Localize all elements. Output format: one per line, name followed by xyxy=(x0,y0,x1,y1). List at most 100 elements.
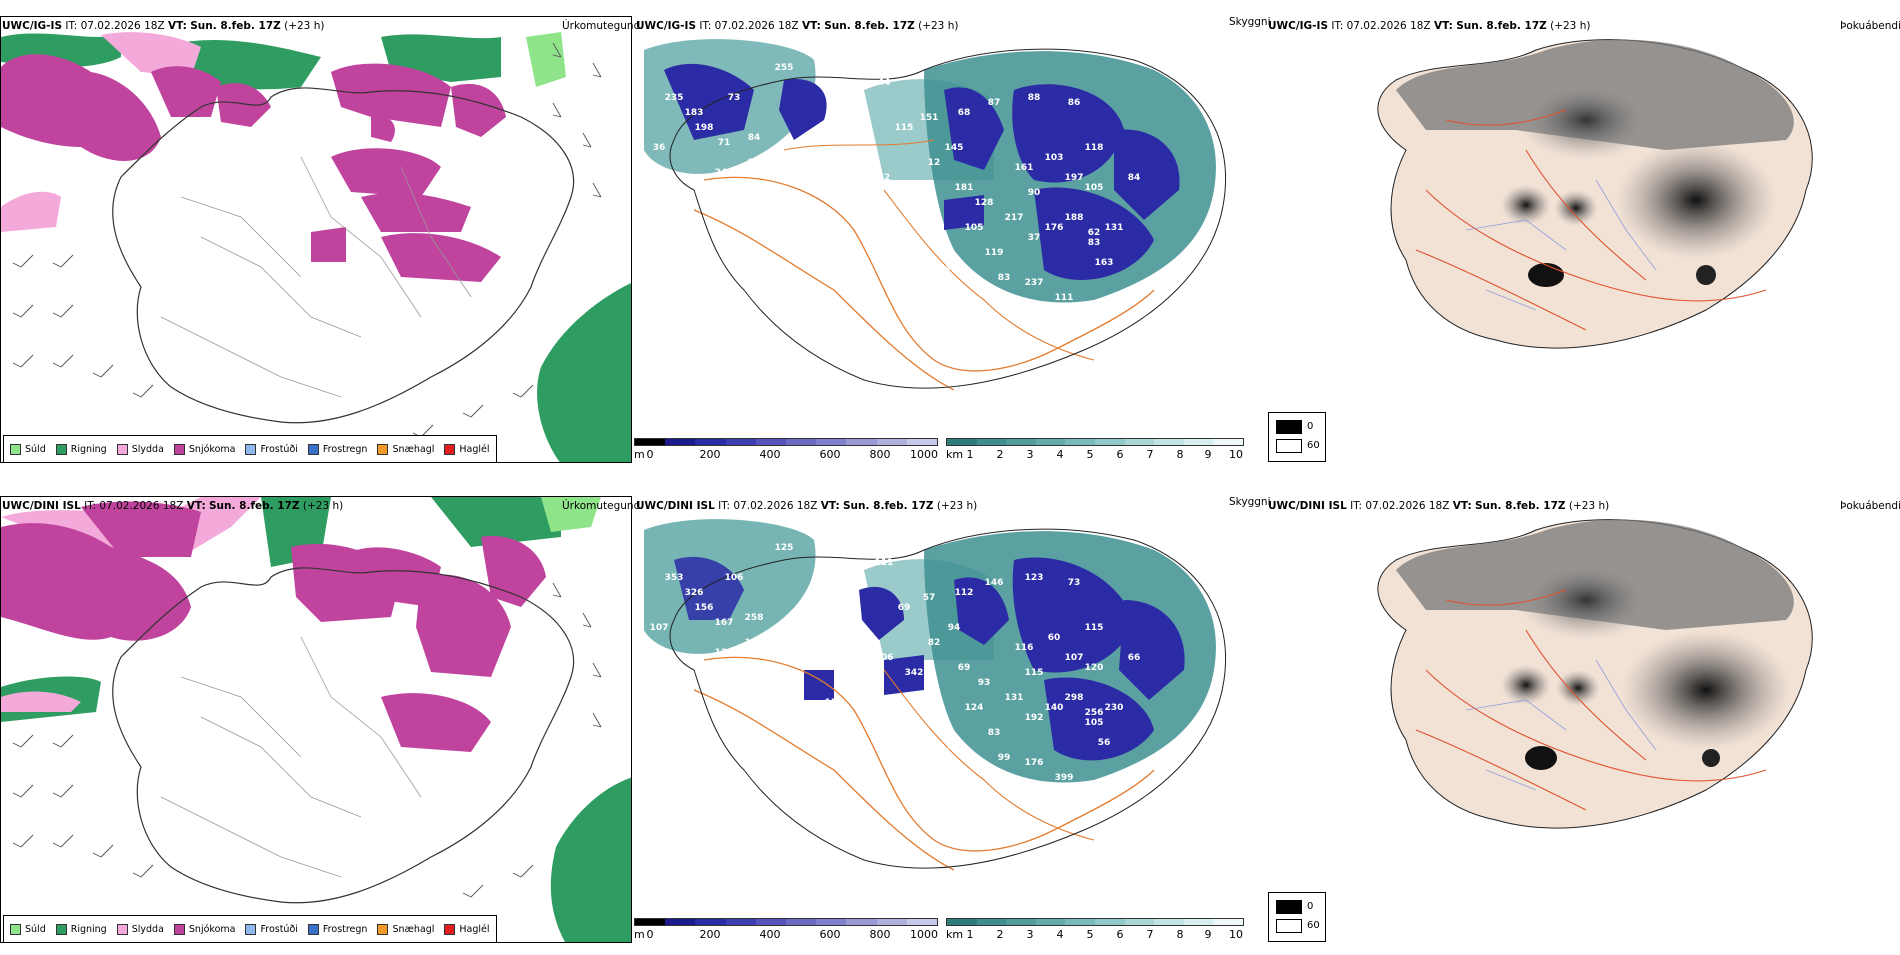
legend-swatch xyxy=(173,923,185,935)
ceiling-height-label: 124 xyxy=(965,703,984,713)
fog-panel-title: Þokuábendi xyxy=(1840,500,1900,512)
fog-legend-label: 0 xyxy=(1307,901,1314,912)
legend-label: Slydda xyxy=(131,443,164,455)
legend-label: Frostregn xyxy=(322,923,368,935)
vt-value: Sun. 8.feb. 17Z xyxy=(190,20,281,32)
ceiling-height-label: 176 xyxy=(1045,223,1064,233)
vt-label: VT: xyxy=(1452,500,1472,512)
visibility-colorbar: km 1 2 3 4 5 6 7 8 9 10 xyxy=(946,436,1256,464)
fog-legend-label: 60 xyxy=(1307,920,1320,931)
colorbar-segment xyxy=(1124,919,1155,925)
ceiling-height-label: 242 xyxy=(715,168,734,178)
ceiling-height-label: 128 xyxy=(975,198,994,208)
legend-item-snaehagl: Snæhagl xyxy=(377,443,434,455)
colorbar-segment xyxy=(1006,439,1036,445)
ceiling-height-label: 37 xyxy=(1028,233,1041,243)
ceiling-height-label: 69 xyxy=(898,603,911,613)
ceiling-height-label: 226 xyxy=(825,558,844,568)
ceiling-panel-title: Skyggni xyxy=(1229,16,1271,28)
colorbar-segment xyxy=(786,919,817,925)
tick-label: 6 xyxy=(1116,448,1124,461)
colorbar-segment xyxy=(1183,439,1214,445)
ceiling-height-label: 115 xyxy=(1025,668,1044,678)
precip-map-frame: Súld Rigning Slydda Snjókoma Frostúði Fr… xyxy=(0,496,632,943)
fog-map xyxy=(1377,519,1813,829)
ceiling-height-label: 108 xyxy=(745,638,764,648)
tick-label: 2 xyxy=(996,928,1004,941)
it-value: 07.02.2026 18Z xyxy=(99,500,184,512)
it-value: 07.02.2026 18Z xyxy=(733,500,818,512)
precip-map-frame: Súld Rigning Slydda Snjókoma Frostúði Fr… xyxy=(0,16,632,463)
ceiling-height-label: 176 xyxy=(1025,758,1044,768)
tick-label: 600 xyxy=(819,928,841,941)
fog-header: UWC/DINI ISL IT: 07.02.2026 18Z VT: Sun.… xyxy=(1268,500,1609,512)
legend-label: Haglél xyxy=(459,443,490,455)
ceiling-height-label: 44 xyxy=(878,78,891,88)
ceiling-height-label: 135 xyxy=(775,173,794,183)
fog-map xyxy=(1377,39,1813,349)
vt-value: Sun. 8.feb. 17Z xyxy=(1456,20,1547,32)
legend-label: Snjókoma xyxy=(188,923,236,935)
ceiling-height-label: 183 xyxy=(685,108,704,118)
ceiling-height-label: 84 xyxy=(828,753,841,763)
legend-item-frostregn: Frostregn xyxy=(307,923,368,935)
ceiling-height-label: 414 xyxy=(945,263,964,273)
ceiling-height-label: 181 xyxy=(955,183,974,193)
tick-label: 600 xyxy=(819,448,841,461)
ceiling-colorbar: m 0 200 400 600 800 1000 xyxy=(634,916,944,944)
tick-label: 8 xyxy=(1176,448,1184,461)
ceiling-height-label: 84 xyxy=(748,158,761,168)
ceiling-height-label: 73 xyxy=(1068,578,1081,588)
vt-value: Sun. 8.feb. 17Z xyxy=(843,500,934,512)
legend-label: Súld xyxy=(25,923,46,935)
vt-label: VT: xyxy=(186,500,206,512)
tick-label: 5 xyxy=(1086,448,1094,461)
ceiling-height-label: 131 xyxy=(1005,693,1024,703)
colorbar-segment xyxy=(786,439,817,445)
ceiling-height-label: 78 xyxy=(858,228,871,238)
precip-type-map xyxy=(1,497,631,942)
ceiling-visibility-panel-bottom: 125 226 353 326 156 106 111 112 146 123 73 167 258 57… xyxy=(634,480,1271,955)
ceiling-height-label: 107 xyxy=(650,623,669,633)
vt-value: Sun. 8.feb. 17Z xyxy=(1475,500,1566,512)
tick-label: 6 xyxy=(1116,928,1124,941)
colorbar-segment xyxy=(665,439,696,445)
ceiling-height-label: 94 xyxy=(948,623,961,633)
legend-swatch xyxy=(307,443,319,455)
tick-label: 5 xyxy=(1086,928,1094,941)
legend-swatch xyxy=(377,443,389,455)
ceiling-height-label: 57 xyxy=(923,593,936,603)
model-name: UWC/IG-IS xyxy=(636,20,697,32)
model-name: UWC/DINI ISL xyxy=(2,500,81,512)
legend-label: Rigning xyxy=(70,923,107,935)
colorbar-segment xyxy=(1065,439,1095,445)
ceiling-height-label: 140 xyxy=(1045,703,1064,713)
ceiling-height-label: 111 xyxy=(1055,293,1074,303)
ceiling-height-label: 60 xyxy=(1048,633,1061,643)
precip-header: UWC/DINI ISL IT: 07.02.2026 18Z VT: Sun.… xyxy=(2,500,343,512)
ceiling-height-label: 83 xyxy=(1088,238,1101,248)
ceiling-height-label: 20 xyxy=(948,293,961,303)
ceiling-height-label: 125 xyxy=(775,543,794,553)
ceiling-height-label: 75 xyxy=(928,768,941,778)
vt-label: VT: xyxy=(820,500,840,512)
ceiling-colorbar-strip xyxy=(634,438,938,446)
tick-label: 1 xyxy=(966,448,974,461)
ceiling-height-label: 111 xyxy=(875,558,894,568)
fog-swatch-60 xyxy=(1276,919,1302,933)
ceiling-height-label: 342 xyxy=(905,668,924,678)
ceiling-height-label: 170 xyxy=(945,773,964,783)
forecast-row-bottom: Súld Rigning Slydda Snjókoma Frostúði Fr… xyxy=(0,480,1900,955)
colorbar-segment xyxy=(906,919,938,925)
legend-item-rigning: Rigning xyxy=(55,443,107,455)
colorbar-segment xyxy=(1065,919,1095,925)
tick-label: 7 xyxy=(1146,928,1154,941)
legend-label: Snæhagl xyxy=(392,923,435,935)
vt-value: Sun. 8.feb. 17Z xyxy=(824,20,915,32)
legend-swatch xyxy=(444,443,456,455)
visibility-unit: km xyxy=(946,448,964,461)
legend-swatch xyxy=(444,923,456,935)
tick-label: 400 xyxy=(759,448,781,461)
legend-swatch xyxy=(55,443,67,455)
